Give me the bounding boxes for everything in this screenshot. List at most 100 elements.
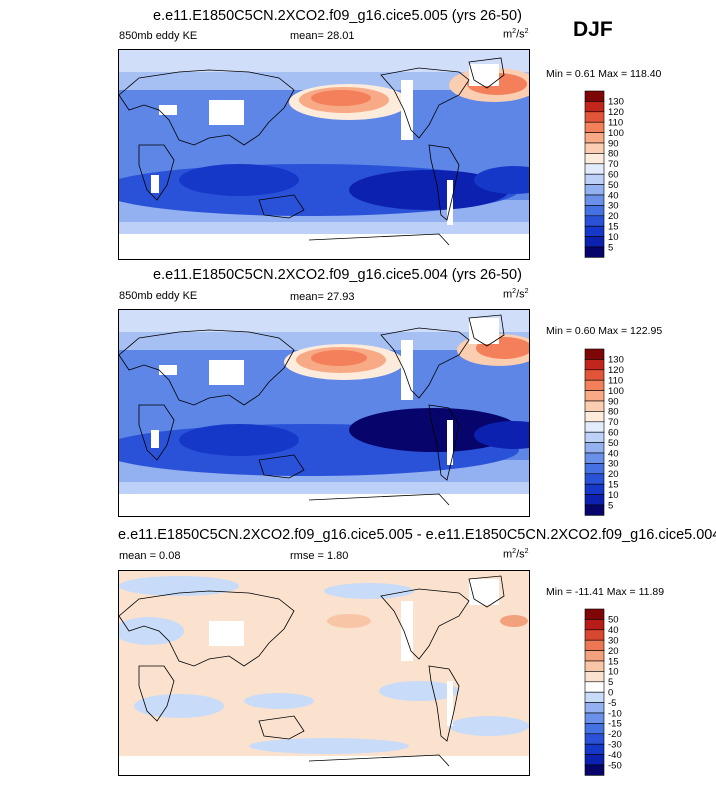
panel-2-legend-box <box>584 369 605 381</box>
panel-3-neg-satl <box>449 716 529 736</box>
panel-1-map <box>118 49 530 260</box>
panel-3-neg-aus <box>244 693 314 709</box>
panel-3-legend-box <box>584 723 605 735</box>
panel-2-coastlines <box>119 314 505 506</box>
panel-2-legend-box <box>584 411 605 423</box>
panel-1-minmax: Min = 0.61 Max = 118.40 <box>546 68 662 80</box>
panel-2-low-pacific <box>349 408 519 452</box>
panel-2-legend-label: 70 <box>608 417 619 428</box>
panel-3-legend-box <box>584 671 605 683</box>
panel-3-legend-box <box>584 733 605 745</box>
panel-1-mask-asia <box>159 105 177 115</box>
panel-3-neg-sepac <box>379 681 459 701</box>
panel-2-mask-rockies <box>401 340 413 400</box>
panel-1-midlat-band <box>119 72 529 90</box>
panel-1-legend-label: 30 <box>608 201 619 212</box>
panel-2-mask-tibet <box>209 360 244 385</box>
panel-2-title: e.e11.E1850C5CN.2XCO2.f09_g16.cice5.004 … <box>153 267 522 283</box>
panel-2-arctic-band <box>119 310 529 332</box>
panel-1-legend-box <box>584 153 605 165</box>
panel-2-legend-box <box>584 463 605 475</box>
panel-1-arctic-band <box>119 50 529 72</box>
panel-1-legend-label: 50 <box>608 180 619 191</box>
panel-3-legend-box <box>584 660 605 672</box>
panel-1-mask-andes <box>447 180 453 225</box>
panel-1-legend-box <box>584 225 605 237</box>
panel-2-legend-label: 15 <box>608 480 619 491</box>
panel-3-neg-indian <box>134 694 224 718</box>
panel-2-legend-box <box>584 483 605 495</box>
panel-3-mask-rockies <box>401 601 413 661</box>
panel-1-coastlines <box>119 57 505 246</box>
panel-2-south-band-2 <box>119 482 529 494</box>
panel-1-units: m2/s2 <box>503 28 529 41</box>
panel-1-legend-box <box>584 142 605 154</box>
panel-3-legend-box <box>584 681 605 693</box>
panel-3-legend-box <box>584 702 605 714</box>
panel-2-legend-label: 30 <box>608 459 619 470</box>
panel-1-legend-label: 10 <box>608 232 619 243</box>
panel-2-legend-box <box>584 421 605 433</box>
panel-2-legend-label: 20 <box>608 469 619 480</box>
panel-1-legend-box <box>584 111 605 123</box>
panel-3-legend-box <box>584 639 605 651</box>
panel-2-legend-label: 100 <box>608 386 624 397</box>
panel-3-minmax: Min = -11.41 Max = 11.89 <box>546 586 665 598</box>
panel-2-field <box>119 310 529 516</box>
panel-2-legend-label: 120 <box>608 365 624 376</box>
panel-2-legend-label: 10 <box>608 490 619 501</box>
panel-1-low-pacific <box>349 170 509 210</box>
panel-2-legend-box <box>584 452 605 464</box>
panel-3-legend-box <box>584 712 605 724</box>
panel-3-antarctica <box>119 756 529 775</box>
panel-2-legend-box <box>584 473 605 485</box>
panel-2-legend-label: 130 <box>608 355 624 366</box>
panel-3-map <box>118 570 530 776</box>
panel-3-mean: mean = 0.08 <box>119 550 181 562</box>
panel-2-antarctica <box>119 494 529 516</box>
panel-1-legend-box <box>584 194 605 206</box>
panel-3-legend-box <box>584 754 605 766</box>
panel-1-mask-africa <box>151 175 159 193</box>
panel-1-title: e.e11.E1850C5CN.2XCO2.f09_g16.cice5.005 … <box>153 8 522 24</box>
panel-2-mask-greenland <box>469 318 499 344</box>
panel-1-legend-label: 80 <box>608 149 619 160</box>
panel-3-legend-label: 50 <box>608 615 619 626</box>
panel-3-legend-box <box>584 691 605 703</box>
panel-3-legend-label: -15 <box>608 719 622 730</box>
panel-1-mean: mean= 28.01 <box>290 30 355 42</box>
panel-2-legend-box <box>584 359 605 371</box>
panel-3-neg-asia <box>119 617 184 645</box>
panel-3-units: m2/s2 <box>503 548 529 561</box>
panel-1-legend-label: 40 <box>608 190 619 201</box>
panel-3-legend-box <box>584 650 605 662</box>
panel-1-legend-boxes <box>584 90 605 258</box>
panel-3-mask-tibet <box>209 621 244 646</box>
panel-1-low-atlantic <box>474 166 529 194</box>
panel-3-rmse: rmse = 1.80 <box>290 550 349 562</box>
panel-2-legend-label: 110 <box>608 376 623 387</box>
season-label: DJF <box>573 18 613 41</box>
panel-1-pacific-storm-core <box>311 90 371 106</box>
panel-2-legend-label: 5 <box>608 500 613 511</box>
panel-3-legend-box <box>584 764 605 776</box>
panel-2-legend-box <box>584 442 605 454</box>
panel-3-legend-label: -40 <box>608 750 622 761</box>
panel-2-minmax: Min = 0.60 Max = 122.95 <box>546 325 663 337</box>
panel-1-variable-label: 850mb eddy KE <box>119 30 198 42</box>
panel-3-coastlines <box>119 575 505 767</box>
panel-2-units: m2/s2 <box>503 288 529 301</box>
panel-3-field <box>119 571 529 775</box>
panel-3-legend-label: 10 <box>608 667 619 678</box>
panel-2-map <box>118 309 530 517</box>
panel-1-legend-box <box>584 90 605 102</box>
panel-2-legend-label: 60 <box>608 428 619 439</box>
panel-2-legend-box <box>584 431 605 443</box>
panel-2-legend-label: 80 <box>608 407 619 418</box>
panel-3-neg-pacific <box>324 583 414 599</box>
panel-2-legend-boxes <box>584 348 605 516</box>
panel-3-legend-label: 0 <box>608 688 613 699</box>
